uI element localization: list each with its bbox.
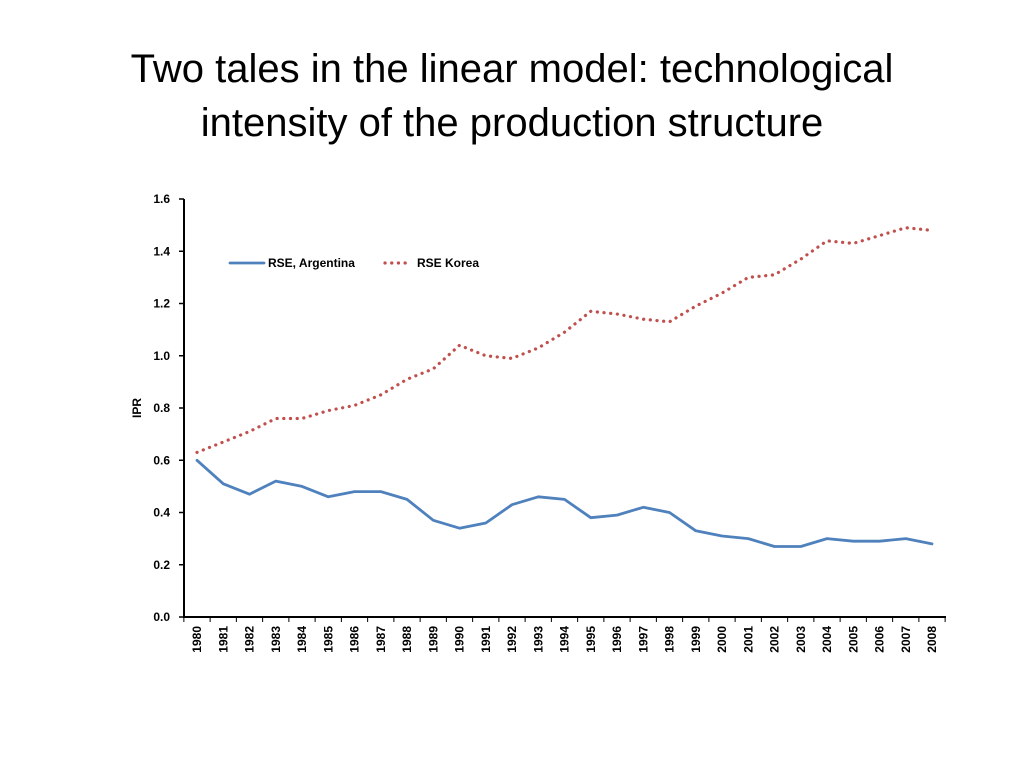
y-tick-label: 1.4: [153, 244, 170, 258]
x-tick-label: 1999: [689, 626, 703, 653]
x-tick-label: 1989: [426, 626, 440, 653]
y-tick-label: 1.0: [153, 349, 170, 363]
y-tick-label: 0.6: [153, 453, 170, 467]
x-tick-label: 2003: [794, 626, 808, 653]
x-tick-label: 1983: [269, 626, 283, 653]
x-tick-label: 2007: [899, 626, 913, 653]
x-tick-labels: 1980 1981 1982 1983 1984 1985 1986 1987 1988 1989…: [183, 617, 946, 653]
x-tick-label: 1985: [321, 626, 335, 653]
x-tick-label: 1993: [531, 626, 545, 653]
slide-title: Two tales in the linear model: technolog…: [0, 42, 1024, 150]
x-tick-label: 1994: [558, 626, 572, 653]
y-tick-label: 0.0: [153, 610, 170, 624]
x-tick-label: 1982: [243, 626, 257, 653]
x-tick-label: 1996: [610, 626, 624, 653]
x-tick-label: 1990: [453, 626, 467, 653]
y-tick-labels: 0.0 0.2 0.4 0.6 0.8 1.0 1.2 1.4 1.6: [153, 192, 184, 624]
x-tick-label: 2002: [768, 626, 782, 653]
slide-title-line-2: intensity of the production structure: [200, 101, 824, 145]
x-tick-label: 2001: [741, 626, 755, 653]
y-tick-label: 0.8: [153, 401, 170, 415]
x-tick-label: 1995: [584, 626, 598, 653]
y-tick-label: 0.2: [153, 558, 170, 572]
x-tick-label: 1998: [663, 626, 677, 653]
y-tick-label: 1.6: [153, 192, 170, 206]
x-tick-label: 1986: [348, 626, 362, 653]
legend-label-1: RSE, Argentina: [268, 256, 355, 270]
legend-label-2: RSE Korea: [417, 256, 479, 270]
y-tick-label: 1.2: [153, 297, 170, 311]
x-tick-label: 2005: [846, 626, 860, 653]
x-tick-label: 2000: [715, 626, 729, 653]
series-line-2: [195, 226, 934, 454]
series-layer: [195, 226, 934, 548]
y-axis-label: IPR: [130, 398, 144, 418]
x-tick-label: 1991: [479, 626, 493, 653]
y-tick-label: 0.4: [153, 506, 170, 520]
x-tick-label: 1984: [295, 626, 309, 653]
slide-title-line-1: Two tales in the linear model: technolog…: [130, 47, 894, 91]
x-tick-label: 2004: [820, 626, 834, 653]
x-tick-label: 1988: [400, 626, 414, 653]
x-tick-label: 1987: [374, 626, 388, 653]
series-line-1: [195, 458, 934, 548]
x-tick-label: 1981: [216, 626, 230, 653]
x-tick-label: 1992: [505, 626, 519, 653]
x-tick-label: 2008: [925, 626, 939, 653]
x-tick-label: 1980: [190, 626, 204, 653]
chart-legend: RSE, Argentina RSE Korea: [228, 256, 479, 270]
x-tick-label: 1997: [636, 626, 650, 653]
x-tick-label: 2006: [873, 626, 887, 653]
